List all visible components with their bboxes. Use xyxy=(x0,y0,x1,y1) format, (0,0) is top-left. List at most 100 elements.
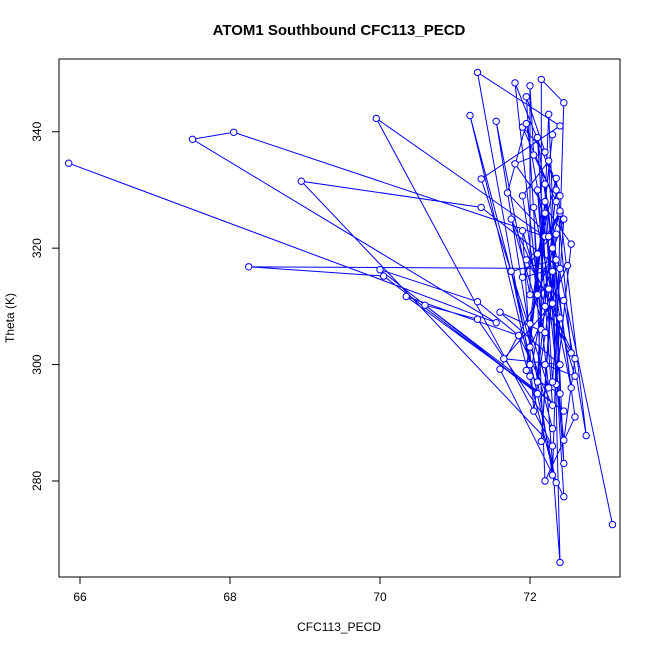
data-point xyxy=(556,360,564,369)
data-point xyxy=(541,180,549,188)
data-point xyxy=(552,197,560,206)
data-point xyxy=(560,296,568,305)
data-point xyxy=(548,378,557,386)
data-point xyxy=(541,360,549,369)
data-point xyxy=(507,267,515,276)
data-point xyxy=(582,431,590,440)
data-point xyxy=(548,471,557,479)
data-point xyxy=(533,378,542,386)
data-point xyxy=(556,122,564,130)
data-point xyxy=(496,308,504,316)
data-point xyxy=(230,128,238,137)
data-point xyxy=(477,203,485,212)
data-point xyxy=(552,174,560,183)
data-point xyxy=(500,355,508,363)
data-point xyxy=(297,177,305,185)
data-point xyxy=(65,159,73,167)
data-point xyxy=(548,267,557,276)
data-point xyxy=(188,135,197,144)
data-point xyxy=(515,331,523,340)
data-point xyxy=(556,192,564,200)
data-point xyxy=(530,407,538,415)
data-point xyxy=(507,215,515,223)
data-point xyxy=(496,365,504,373)
data-point xyxy=(552,230,560,238)
data-point xyxy=(560,99,568,107)
data-point xyxy=(548,299,557,308)
data-point xyxy=(552,186,560,194)
plot-frame xyxy=(58,58,621,578)
data-point xyxy=(560,436,568,444)
y-tick-label: 300 xyxy=(30,354,44,374)
data-point xyxy=(548,131,557,139)
data-point xyxy=(545,384,553,392)
data-point xyxy=(518,273,527,281)
data-point xyxy=(560,215,568,223)
data-point xyxy=(533,291,542,299)
data-point xyxy=(571,355,579,363)
data-point xyxy=(518,192,527,200)
data-point xyxy=(533,133,542,142)
data-point xyxy=(245,263,253,271)
data-point xyxy=(541,209,549,217)
data-point xyxy=(545,157,553,165)
data-point xyxy=(563,261,572,270)
y-axis: 280 300 320 340 xyxy=(30,121,59,491)
data-point xyxy=(548,424,557,433)
data-point xyxy=(545,232,553,241)
data-point xyxy=(541,328,549,337)
data-point xyxy=(548,244,557,252)
data-point xyxy=(466,111,474,120)
y-tick-label: 320 xyxy=(30,238,44,258)
data-point xyxy=(545,110,553,119)
data-point xyxy=(526,360,534,369)
x-axis-label: CFC113_PECD xyxy=(297,620,381,634)
data-point xyxy=(537,437,545,446)
data-point xyxy=(556,264,564,273)
data-point xyxy=(545,285,553,293)
data-point xyxy=(477,175,485,183)
data-point xyxy=(518,227,527,235)
data-point xyxy=(376,266,384,274)
y-axis-label: Theta (K) xyxy=(3,293,17,343)
data-point xyxy=(541,197,549,206)
data-point xyxy=(522,93,530,101)
data-point xyxy=(560,459,568,468)
data-point xyxy=(567,384,575,392)
data-point xyxy=(541,302,549,311)
data-point xyxy=(571,372,579,380)
data-point xyxy=(526,343,534,351)
data-point xyxy=(526,291,534,299)
data-point xyxy=(567,349,575,357)
data-point xyxy=(473,315,482,323)
data-point xyxy=(511,160,519,168)
data-point xyxy=(533,390,542,398)
data-point xyxy=(492,117,500,126)
x-tick-label: 68 xyxy=(223,590,237,604)
data-point xyxy=(556,314,564,322)
data-point xyxy=(571,413,579,421)
chart-title: ATOM1 Southbound CFC113_PECD xyxy=(213,22,466,39)
series-layer xyxy=(65,68,617,567)
data-point xyxy=(526,320,534,328)
data-point xyxy=(380,272,388,280)
data-point xyxy=(526,82,534,90)
x-tick-label: 66 xyxy=(73,590,87,604)
x-tick-label: 70 xyxy=(373,590,387,604)
data-point xyxy=(552,256,560,264)
x-tick-label: 72 xyxy=(523,590,537,604)
data-point xyxy=(530,203,538,212)
data-point xyxy=(541,477,549,485)
data-point xyxy=(556,207,564,215)
data-point xyxy=(567,240,575,248)
data-point xyxy=(526,372,534,380)
data-point xyxy=(522,256,530,264)
data-point xyxy=(548,401,557,409)
data-point xyxy=(522,366,530,375)
data-point xyxy=(608,520,617,529)
data-point xyxy=(511,79,519,87)
data-point xyxy=(522,119,530,128)
x-axis: 66 68 70 72 xyxy=(73,577,537,604)
